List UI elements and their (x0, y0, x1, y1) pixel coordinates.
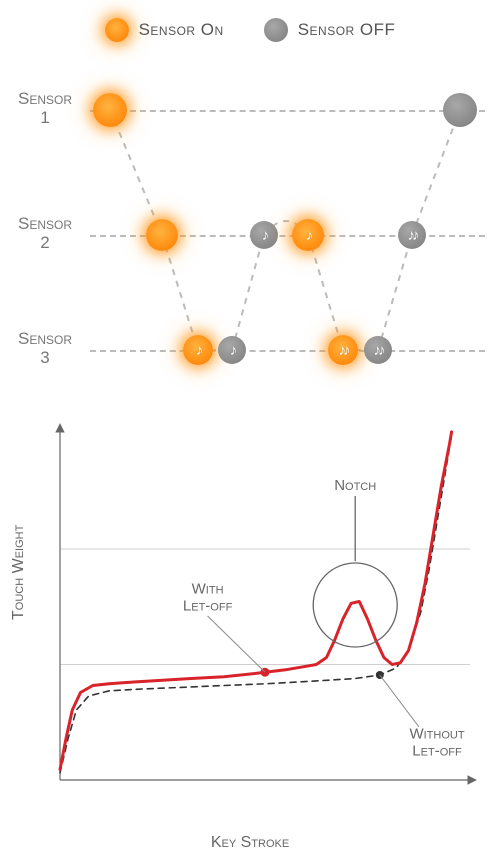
sensor-row-1-label: Sensor1 (10, 90, 80, 127)
touch-weight-chart: Touch Weight Key Stroke WithLet-off With… (15, 420, 485, 850)
sensor-row-1-line (90, 110, 485, 112)
sensor-node-n10 (443, 93, 477, 127)
sensor-diagram: Sensor1Sensor2Sensor3♪♪♪♪♪♪♪♪♪♪ (0, 60, 500, 400)
note-icon: ♪♪ (408, 228, 417, 243)
sensor-node-n9: ♪♪ (398, 221, 426, 249)
sensor-node-n6: ♪ (292, 219, 324, 251)
y-axis-label: Touch Weight (10, 525, 28, 620)
notch-label: Notch (334, 478, 376, 495)
note-icon: ♪ (230, 343, 235, 358)
legend-on: Sensor On (105, 18, 224, 42)
without-letoff-label: WithoutLet-off (409, 727, 464, 760)
chart-svg (15, 420, 485, 820)
note-icon: ♪♪ (339, 343, 348, 358)
note-icon: ♪ (262, 228, 267, 243)
sensor-row-3-label: Sensor3 (10, 330, 80, 367)
note-icon: ♪♪ (374, 343, 383, 358)
sensor-node-n8: ♪♪ (364, 336, 392, 364)
sensor-node-n3: ♪ (183, 335, 213, 365)
legend-off-dot (264, 18, 288, 42)
sensor-node-n2 (146, 219, 178, 251)
legend: Sensor On Sensor OFF (0, 18, 500, 42)
with-letoff-label: WithLet-off (183, 582, 232, 615)
sensor-row-3-line (90, 350, 485, 352)
sensor-node-n4: ♪ (218, 336, 246, 364)
sensor-node-n1 (93, 93, 127, 127)
legend-on-dot (105, 18, 129, 42)
sensor-row-2-label: Sensor2 (10, 215, 80, 252)
legend-off: Sensor OFF (264, 18, 396, 42)
legend-on-label: Sensor On (139, 20, 224, 40)
note-icon: ♪ (196, 343, 201, 358)
sensor-node-n5: ♪ (250, 221, 278, 249)
note-icon: ♪ (306, 228, 311, 243)
x-axis-label: Key Stroke (15, 834, 485, 852)
legend-off-label: Sensor OFF (298, 20, 396, 40)
sensor-node-n7: ♪♪ (328, 335, 358, 365)
